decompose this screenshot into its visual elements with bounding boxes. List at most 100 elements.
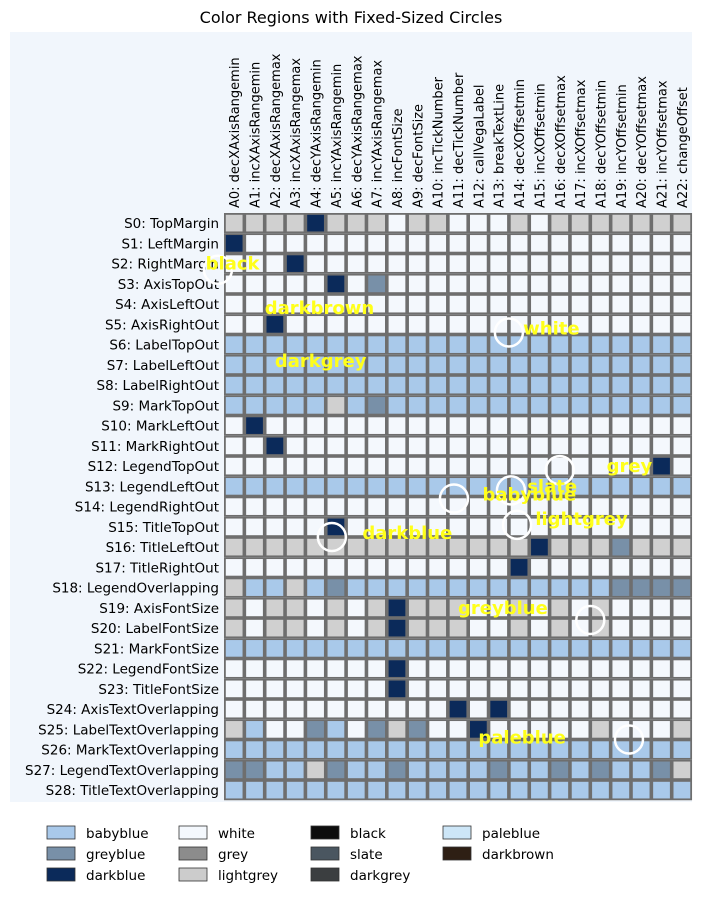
heatmap-cell [347, 437, 365, 455]
heatmap-cell [266, 538, 284, 556]
legend-swatch [310, 846, 340, 861]
heatmap-cell [286, 680, 304, 698]
legend-swatch [178, 846, 208, 861]
heatmap-cell [347, 336, 365, 353]
row-label: S28: TitleTextOverlapping [46, 783, 219, 799]
heatmap-cell [612, 478, 630, 495]
heatmap-cell [266, 457, 284, 475]
heatmap-cell [612, 518, 630, 536]
heatmap-cell [470, 680, 487, 698]
heatmap-cell [307, 336, 324, 353]
heatmap-cell [673, 559, 691, 576]
heatmap-cell [408, 559, 426, 576]
heatmap-cell [225, 397, 243, 414]
heatmap-cell [327, 356, 345, 374]
heatmap-cell [388, 478, 406, 495]
heatmap-cell [408, 316, 426, 333]
heatmap-cell [388, 255, 406, 272]
circle-marker [544, 454, 576, 486]
heatmap-cell [449, 721, 467, 738]
heatmap-cell [612, 275, 630, 293]
heatmap-cell [286, 640, 304, 657]
heatmap-cell [246, 781, 263, 799]
heatmap-cell [653, 255, 670, 272]
heatmap-cell [429, 397, 447, 414]
heatmap-cell [571, 700, 589, 718]
heatmap-cell [632, 721, 650, 738]
heatmap-cell [246, 559, 263, 576]
heatmap-cell [470, 397, 487, 414]
heatmap-cell [225, 437, 243, 455]
column-label: A16: decXOffsetmax [554, 75, 569, 208]
heatmap-cell [429, 235, 447, 252]
heatmap-cell [429, 660, 447, 677]
heatmap-cell [246, 376, 263, 394]
heatmap-cell [347, 235, 365, 252]
legend-swatch [46, 867, 76, 882]
heatmap-cell [653, 559, 670, 576]
heatmap-cell [368, 660, 385, 677]
heatmap-cell [632, 518, 650, 536]
heatmap-cell [408, 640, 426, 657]
heatmap-cell [612, 376, 630, 394]
heatmap-cell [246, 640, 263, 657]
heatmap-cell [429, 741, 447, 758]
column-label: A9: decFontSize [411, 104, 426, 208]
heatmap-cell [225, 478, 243, 495]
heatmap-cell [449, 660, 467, 677]
heatmap-cell [347, 640, 365, 657]
heatmap-cell [673, 579, 691, 596]
heatmap-cell [286, 214, 304, 232]
row-labels: S0: TopMargin S1: LeftMargin S2: RightMarg… [25, 216, 219, 799]
heatmap-cell [266, 437, 284, 455]
heatmap-cell [470, 356, 487, 374]
heatmap-cell [510, 680, 528, 698]
heatmap-cell [286, 356, 304, 374]
heatmap-cell [490, 559, 508, 576]
heatmap-cell [225, 761, 243, 779]
legend-label: white [218, 826, 255, 842]
heatmap-cell [449, 680, 467, 698]
heatmap-cell [225, 336, 243, 353]
heatmap-cell [632, 417, 650, 434]
heatmap-cell [408, 214, 426, 232]
heatmap-cell [266, 660, 284, 677]
heatmap-cell [408, 295, 426, 313]
heatmap-cell [612, 316, 630, 333]
heatmap-cell [388, 781, 406, 799]
heatmap-cell [347, 660, 365, 677]
heatmap-cell [470, 619, 487, 637]
heatmap-cell [225, 295, 243, 313]
heatmap-cell [673, 295, 691, 313]
heatmap-cell [246, 397, 263, 414]
legend-swatch [442, 825, 472, 840]
legend-label: greyblue [86, 847, 145, 863]
heatmap-cell [347, 478, 365, 495]
heatmap-cell [632, 640, 650, 657]
heatmap-cell [307, 700, 324, 718]
heatmap-cell [571, 235, 589, 252]
heatmap-cell [510, 721, 528, 738]
heatmap-cell [246, 214, 263, 232]
heatmap-cell [632, 275, 650, 293]
heatmap-cell [327, 376, 345, 394]
heatmap-cell [551, 559, 569, 576]
heatmap-cell [632, 376, 650, 394]
heatmap-cell [592, 255, 609, 272]
column-label: A6: decYAxisRangemax [350, 55, 365, 208]
heatmap-cell [653, 579, 670, 596]
heatmap-cell [327, 214, 345, 232]
heatmap-cell [571, 781, 589, 799]
heatmap-cell [429, 781, 447, 799]
heatmap-cell [490, 275, 508, 293]
heatmap-cell [449, 376, 467, 394]
heatmap-cell [429, 255, 447, 272]
heatmap-cell [225, 559, 243, 576]
heatmap-cell [531, 275, 548, 293]
heatmap-cell [286, 478, 304, 495]
column-label: A13: breakTextLine [493, 84, 508, 208]
heatmap-cell [307, 721, 324, 738]
heatmap-cell [612, 579, 630, 596]
heatmap-cell [653, 235, 670, 252]
heatmap-cell [531, 376, 548, 394]
